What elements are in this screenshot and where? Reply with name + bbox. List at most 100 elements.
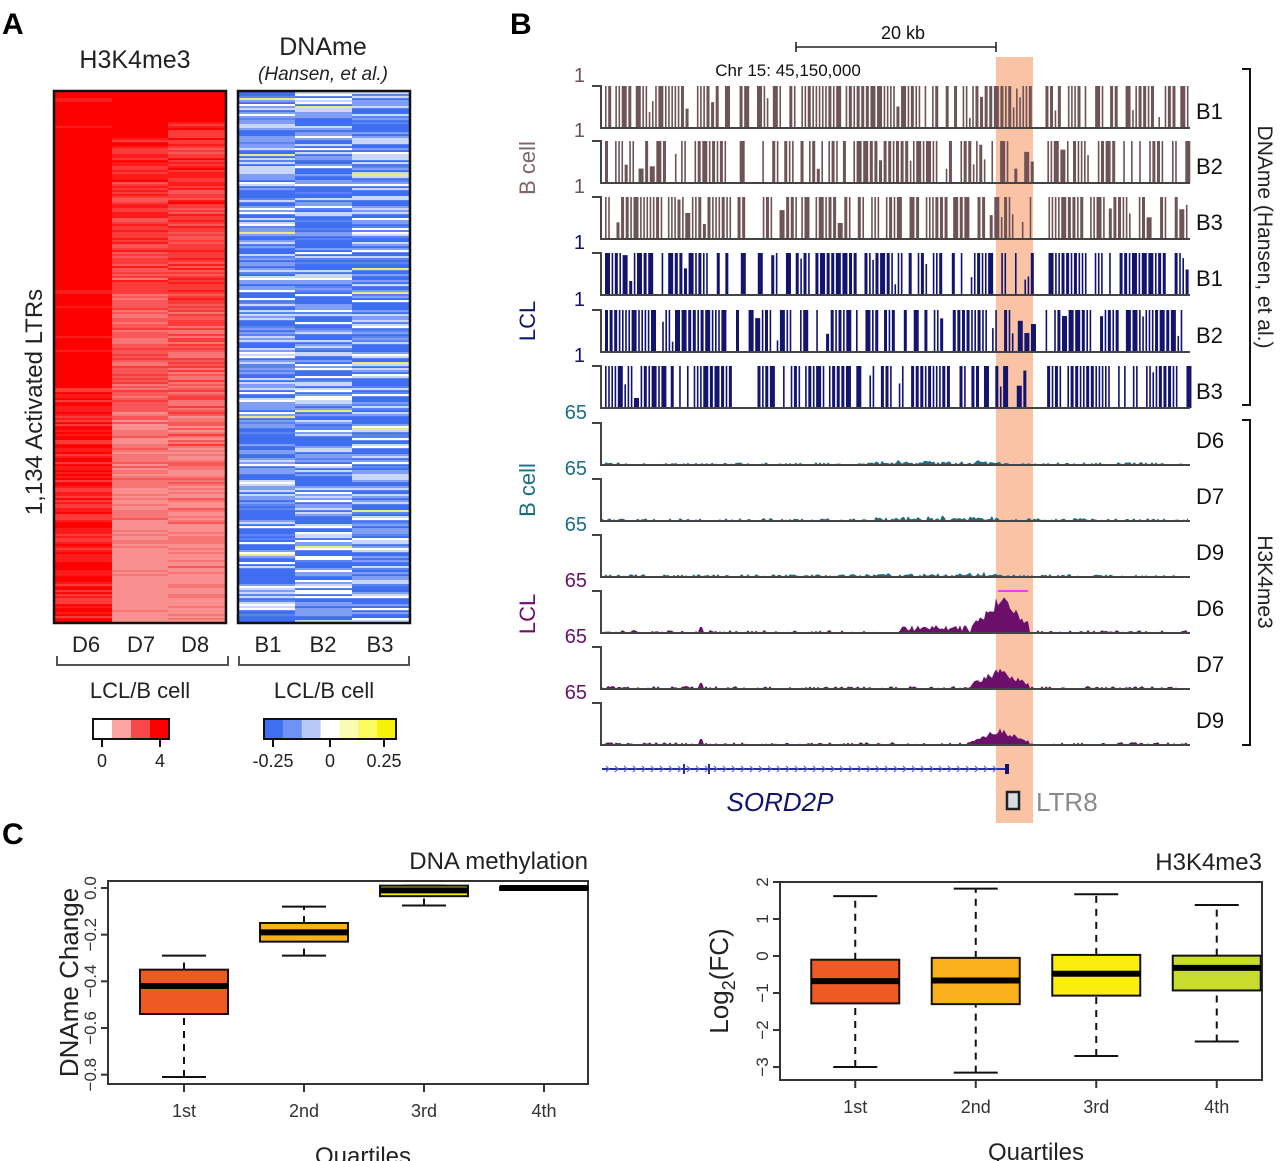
heatmap-cell bbox=[112, 240, 168, 243]
methylation-bar bbox=[976, 141, 978, 183]
heatmap-cell bbox=[112, 442, 168, 445]
heatmap-cell bbox=[55, 418, 112, 421]
methylation-bar bbox=[776, 340, 779, 352]
heatmap-cell bbox=[55, 516, 112, 519]
heatmap-cell bbox=[295, 232, 352, 235]
methylation-bar bbox=[946, 366, 950, 408]
methylation-bar bbox=[845, 366, 851, 408]
legend-frame bbox=[92, 718, 170, 740]
methylation-bar bbox=[695, 253, 697, 295]
heatmap-cell bbox=[168, 310, 225, 313]
heatmap-cell bbox=[55, 558, 112, 561]
heatmap-cell bbox=[55, 488, 112, 491]
heatmap-cell bbox=[352, 166, 409, 169]
heatmap-cell bbox=[352, 172, 409, 175]
y-tick-label: −0.6 bbox=[81, 1011, 100, 1045]
methylation-bar bbox=[631, 310, 637, 352]
heatmap-cell bbox=[352, 268, 409, 271]
heatmap-cell bbox=[168, 264, 225, 267]
methylation-bar bbox=[648, 112, 651, 128]
methylation-bar bbox=[790, 197, 794, 239]
methylation-bar bbox=[1051, 197, 1054, 239]
heatmap-cell bbox=[168, 530, 225, 533]
methylation-bar bbox=[935, 141, 938, 183]
strand-arrow bbox=[866, 765, 871, 773]
methylation-bar bbox=[1022, 86, 1025, 128]
heatmap-cell bbox=[112, 384, 168, 387]
methylation-bar bbox=[1008, 86, 1012, 128]
heatmap-cell bbox=[352, 198, 409, 201]
methylation-bar bbox=[702, 141, 708, 183]
heatmap-cell bbox=[55, 560, 112, 563]
heatmap-cell bbox=[239, 404, 295, 407]
heatmap-cell bbox=[112, 280, 168, 283]
heatmap-cell bbox=[239, 338, 295, 341]
heatmap-cell bbox=[352, 582, 409, 585]
methylation-bar bbox=[841, 366, 845, 408]
heatmap-cell bbox=[352, 474, 409, 477]
heatmap-cell bbox=[239, 490, 295, 493]
heatmap-cell bbox=[112, 486, 168, 489]
heatmap-cell bbox=[352, 140, 409, 143]
methylation-bar bbox=[883, 141, 887, 183]
heatmap-cell bbox=[112, 286, 168, 289]
track-axis bbox=[592, 252, 1190, 296]
heatmap-cell bbox=[112, 474, 168, 477]
heatmap-cell bbox=[168, 576, 225, 579]
methylation-bar bbox=[959, 366, 963, 408]
methylation-bar bbox=[615, 141, 617, 183]
heatmap-cell bbox=[112, 476, 168, 479]
methylation-bar bbox=[886, 86, 889, 128]
methylation-bar bbox=[853, 141, 856, 183]
heatmap-cell bbox=[112, 400, 168, 403]
panel-label-c: C bbox=[2, 818, 24, 851]
heatmap-cell bbox=[168, 186, 225, 189]
heatmap-cell bbox=[168, 196, 225, 199]
heatmap-cell bbox=[168, 414, 225, 417]
heatmap-cell bbox=[112, 448, 168, 451]
heatmap-cell bbox=[239, 488, 295, 491]
y-tick-label: 0.0 bbox=[81, 876, 100, 900]
heatmap-cell bbox=[112, 242, 168, 245]
methylation-bar bbox=[857, 197, 861, 239]
methylation-bar bbox=[989, 215, 993, 239]
heatmap-cell bbox=[295, 276, 352, 279]
heatmap-cell bbox=[168, 298, 225, 301]
heatmap-cell bbox=[55, 494, 112, 497]
heatmap-cell bbox=[168, 554, 225, 557]
heatmap-cell bbox=[295, 380, 352, 383]
heatmap-cell bbox=[239, 146, 295, 149]
methylation-bar bbox=[711, 102, 715, 128]
heatmap-cell bbox=[168, 300, 225, 303]
methylation-bar bbox=[742, 197, 746, 239]
methylation-bar bbox=[1059, 366, 1062, 408]
heatmap-cell bbox=[112, 332, 168, 335]
track-axis bbox=[592, 196, 1190, 240]
heatmap-cell bbox=[112, 200, 168, 203]
heatmap-cell bbox=[168, 522, 225, 525]
heatmap-cell bbox=[168, 154, 225, 157]
methylation-bar bbox=[872, 310, 874, 352]
heatmap-cell bbox=[112, 544, 168, 547]
legend-swatch bbox=[112, 719, 132, 739]
heatmap-cell bbox=[239, 614, 295, 617]
heatmap-cell bbox=[112, 590, 168, 593]
heatmap-cell bbox=[112, 414, 168, 417]
ltr-highlight bbox=[996, 57, 1033, 823]
heatmap-cell bbox=[168, 304, 225, 307]
heatmap-cell bbox=[239, 608, 295, 611]
methylation-bar bbox=[898, 383, 901, 408]
heatmap-cell bbox=[295, 398, 352, 401]
heatmap-cell bbox=[168, 426, 225, 429]
methylation-bar bbox=[939, 366, 941, 408]
methylation-bar bbox=[729, 197, 732, 239]
heatmap-cell bbox=[55, 468, 112, 471]
methylation-bar bbox=[789, 310, 792, 352]
heatmap-cell bbox=[352, 336, 409, 339]
heatmap-cell bbox=[295, 500, 352, 503]
methylation-bar bbox=[779, 310, 785, 352]
heatmap-cell bbox=[112, 542, 168, 545]
methylation-bar bbox=[643, 197, 645, 239]
y-axis-label: Log2(FC) bbox=[704, 928, 739, 1033]
heatmap-cell bbox=[295, 108, 352, 111]
